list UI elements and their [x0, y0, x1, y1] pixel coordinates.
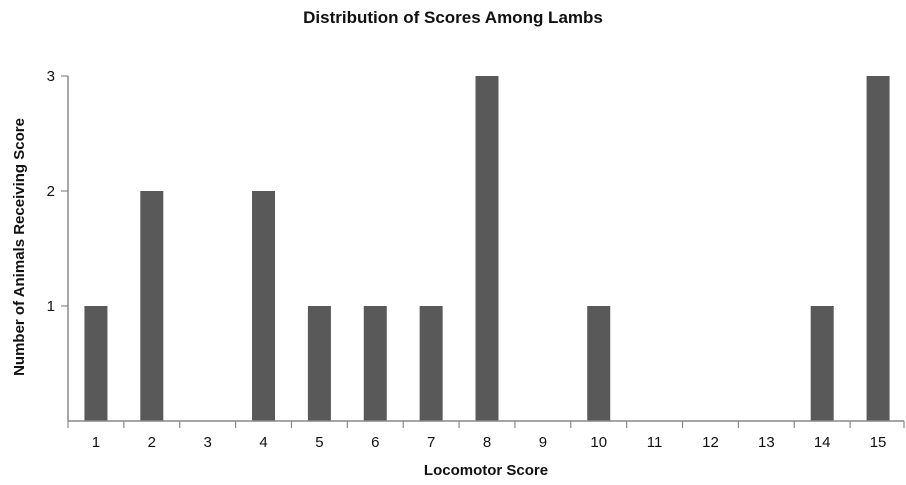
- x-tick-label-8: 8: [483, 434, 491, 451]
- x-tick-label-3: 3: [203, 434, 211, 451]
- bar-5: [307, 306, 331, 421]
- x-tick-label-9: 9: [539, 434, 547, 451]
- x-tick-label-11: 11: [647, 434, 663, 451]
- bar-4: [252, 191, 276, 421]
- bar-1: [84, 306, 108, 421]
- x-axis-label: Locomotor Score: [424, 462, 548, 479]
- bars-group: [84, 76, 890, 421]
- y-axis-label: Number of Animals Receiving Score: [11, 118, 28, 376]
- bar-15: [866, 76, 890, 421]
- x-ticks-group: 1 2 3 4 5 6 7 8 9 10 11 12 13 14 15: [67, 421, 905, 451]
- x-tick-label-15: 15: [870, 434, 887, 451]
- y-ticks-group: 1 2 3: [47, 68, 68, 315]
- bar-6: [363, 306, 387, 421]
- x-tick-label-13: 13: [758, 434, 775, 451]
- bar-2: [140, 191, 164, 421]
- x-tick-label-14: 14: [814, 434, 831, 451]
- y-tick-label-1: 1: [47, 298, 55, 315]
- x-tick-label-2: 2: [148, 434, 156, 451]
- x-tick-label-4: 4: [259, 434, 267, 451]
- bar-7: [419, 306, 443, 421]
- chart-title: Distribution of Scores Among Lambs: [303, 8, 603, 27]
- bar-8: [475, 76, 499, 421]
- axes-group: [67, 76, 904, 422]
- x-tick-label-1: 1: [92, 434, 100, 451]
- x-tick-label-5: 5: [315, 434, 323, 451]
- x-tick-label-10: 10: [590, 434, 607, 451]
- bar-10: [587, 306, 611, 421]
- y-tick-label-2: 2: [47, 183, 55, 200]
- y-tick-label-3: 3: [47, 68, 55, 85]
- bar-14: [810, 306, 834, 421]
- x-tick-label-12: 12: [702, 434, 719, 451]
- x-tick-label-6: 6: [371, 434, 379, 451]
- x-tick-label-7: 7: [427, 434, 435, 451]
